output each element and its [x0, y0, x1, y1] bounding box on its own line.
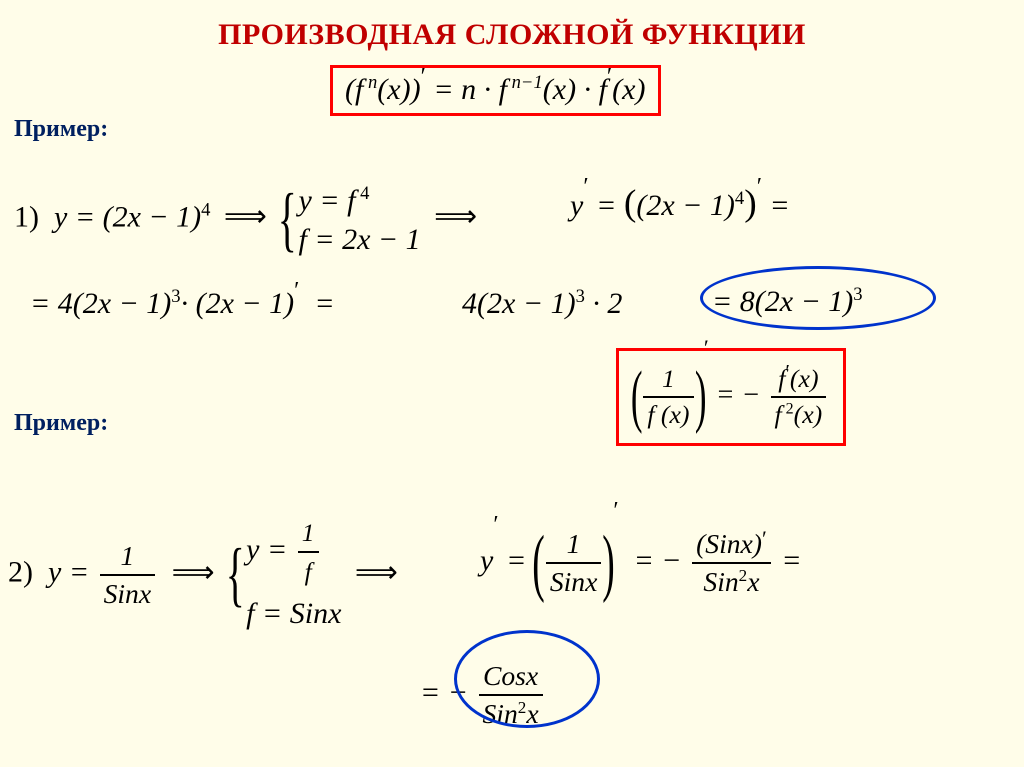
- ex2-deriv: y′ = (1Sinx)′ = − (Sinx)′Sin2x =: [480, 520, 802, 606]
- highlight-oval-2: [454, 630, 600, 728]
- highlight-oval-1: [700, 266, 936, 330]
- ex1-deriv-start: y′ = ((2x − 1)4)′ =: [570, 182, 790, 225]
- ex1-step: = 4(2x − 1)3· (2x − 1)′ =: [30, 286, 335, 321]
- page-title: ПРОИЗВОДНАЯ СЛОЖНОЙ ФУНКЦИИ: [0, 0, 1024, 52]
- formula-rule-power: (f n(x))′ = n · f n−1(x) · f′(x): [330, 65, 661, 116]
- ex1-step2: 4(2x − 1)3 · 2: [462, 286, 622, 321]
- example-label-2: Пример:: [14, 410, 108, 437]
- example-label-1: Пример:: [14, 116, 108, 143]
- ex2-given: 2) y = 1Sinx ⟹ { y = 1f f = Sinx ⟹: [8, 516, 404, 633]
- ex1-given: 1) y = (2x − 1)4 ⟹ { y = f 4 f = 2x − 1 …: [14, 178, 483, 261]
- formula-rule-reciprocal: (1f (x))′ = − f′(x)f 2(x): [616, 348, 846, 446]
